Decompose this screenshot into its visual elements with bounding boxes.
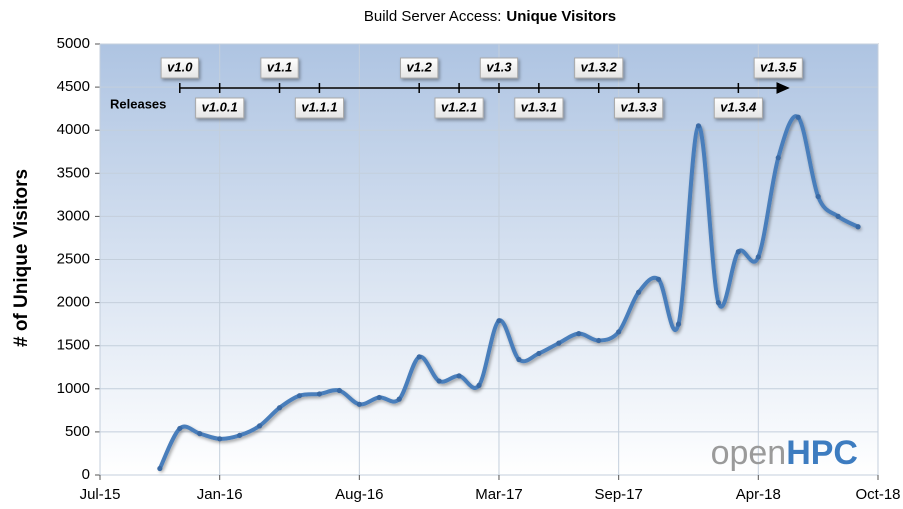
release-box	[195, 97, 245, 119]
point	[835, 213, 841, 219]
y-tick-label: 2500	[57, 250, 90, 267]
release-box	[574, 57, 624, 79]
logo: openHPC	[711, 434, 858, 472]
release-label: v1.3.2	[581, 59, 618, 74]
point	[855, 224, 861, 230]
x-tick-label: Oct-18	[855, 486, 900, 503]
point	[496, 318, 502, 324]
y-tick-label: 3500	[57, 164, 90, 181]
releases-label: Releases	[110, 96, 166, 111]
point	[516, 356, 522, 363]
release-box	[713, 97, 763, 119]
y-tick-label: 4000	[57, 121, 90, 138]
release-box	[614, 97, 664, 119]
release-label: v1.1.1	[301, 99, 337, 114]
x-tick-label: Jan-16	[197, 486, 243, 503]
point	[296, 393, 303, 399]
point	[576, 331, 582, 337]
point	[775, 155, 781, 161]
point	[237, 432, 243, 438]
x-tick-label: Jul-15	[80, 486, 121, 503]
x-tick-label: Apr-18	[736, 486, 781, 503]
point	[636, 289, 642, 295]
point	[316, 391, 323, 397]
y-tick-label: 1000	[57, 380, 90, 397]
point	[157, 465, 163, 472]
point	[815, 193, 821, 200]
point	[735, 249, 741, 255]
release-label: v1.3.3	[621, 99, 658, 114]
release-box	[753, 57, 803, 79]
release-label: v1.0	[167, 59, 193, 74]
point	[416, 354, 422, 360]
y-tick-label: 5000	[57, 35, 90, 52]
point	[177, 425, 183, 432]
point	[376, 394, 382, 401]
title-bold: Unique Visitors	[506, 8, 616, 25]
point	[436, 378, 442, 384]
point	[336, 387, 342, 394]
release-label: v1.3.5	[760, 59, 797, 74]
point	[715, 300, 722, 306]
point	[596, 337, 602, 344]
x-tick-label: Sep-17	[594, 486, 642, 503]
y-tick-label: 1500	[57, 337, 90, 354]
release-box	[294, 97, 345, 119]
release-label: v1.0.1	[202, 99, 238, 114]
release-box	[514, 97, 564, 119]
point	[655, 276, 662, 282]
release-label: v1.3.4	[720, 99, 757, 114]
point	[276, 405, 283, 411]
release-box	[260, 57, 299, 79]
release-label: v1.3.1	[521, 99, 557, 114]
release-label: v1.2	[407, 59, 433, 74]
release-label: v1.1	[267, 59, 292, 74]
point	[217, 436, 223, 442]
x-tick-label: Mar-17	[475, 486, 523, 503]
point	[356, 401, 362, 407]
y-axis-title: # of Unique Visitors	[11, 169, 32, 347]
point	[197, 431, 203, 437]
release-box	[479, 57, 519, 79]
x-tick-label: Aug-16	[335, 486, 383, 503]
release-label: v1.2.1	[441, 99, 477, 114]
point	[536, 350, 542, 357]
release-box	[160, 57, 199, 79]
point	[616, 329, 622, 335]
point	[556, 340, 562, 346]
release-box	[434, 97, 484, 119]
point	[476, 382, 482, 388]
chart-title: Build Server Access: Unique Visitors	[364, 8, 616, 25]
y-tick-label: 2000	[57, 294, 90, 311]
y-tick-label: 0	[82, 466, 90, 483]
point	[675, 321, 682, 327]
title-part: Build Server Access:	[364, 8, 502, 25]
point	[795, 114, 801, 120]
point	[396, 396, 402, 402]
release-box	[400, 57, 439, 79]
release-label: v1.3	[486, 59, 512, 74]
y-tick-label: 500	[65, 423, 90, 440]
point	[695, 123, 702, 129]
logo-bold: HPC	[786, 434, 858, 472]
point	[755, 254, 761, 260]
y-tick-label: 4500	[57, 78, 90, 95]
series-line	[157, 114, 861, 471]
logo-light: open	[711, 434, 787, 472]
point	[456, 373, 462, 379]
y-tick-label: 3000	[57, 207, 90, 224]
point	[256, 423, 263, 429]
